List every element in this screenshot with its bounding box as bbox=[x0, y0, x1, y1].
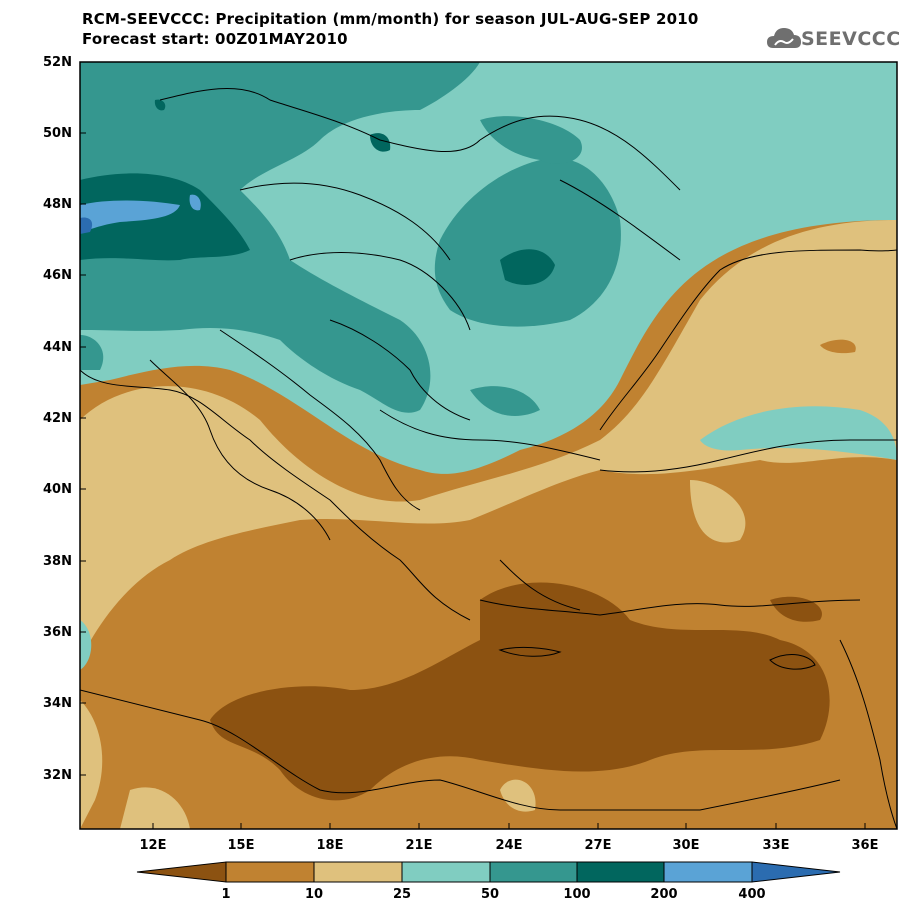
lat-label: 32N bbox=[43, 768, 72, 783]
lon-label: 30E bbox=[672, 838, 700, 853]
map-frame bbox=[79, 61, 898, 830]
lat-label: 42N bbox=[43, 411, 72, 426]
lat-label: 34N bbox=[43, 696, 72, 711]
lat-label: 48N bbox=[43, 197, 72, 212]
cloud-icon bbox=[767, 28, 801, 48]
colorbar-segment bbox=[663, 861, 753, 883]
lon-label: 12E bbox=[139, 838, 167, 853]
colorbar-label: 100 bbox=[563, 887, 591, 902]
lat-label: 38N bbox=[43, 554, 72, 569]
colorbar-label: 200 bbox=[650, 887, 678, 902]
colorbar bbox=[136, 861, 841, 883]
lat-label: 40N bbox=[43, 482, 72, 497]
forecast-start-label: Forecast start: 00Z01MAY2010 bbox=[82, 30, 348, 48]
lon-label: 27E bbox=[584, 838, 612, 853]
coastlines-and-borders bbox=[80, 88, 897, 829]
map-title: RCM-SEEVCCC: Precipitation (mm/month) fo… bbox=[82, 10, 699, 28]
colorbar-segment bbox=[136, 861, 227, 883]
colorbar-label: 400 bbox=[738, 887, 766, 902]
colorbar-segment bbox=[489, 861, 578, 883]
lat-label: 52N bbox=[43, 55, 72, 70]
axis-ticks bbox=[80, 61, 866, 829]
lon-label: 18E bbox=[316, 838, 344, 853]
lon-label: 24E bbox=[495, 838, 523, 853]
colorbar-segment bbox=[313, 861, 403, 883]
lat-label: 46N bbox=[43, 268, 72, 283]
lon-label: 33E bbox=[762, 838, 790, 853]
colorbar-label: 50 bbox=[480, 887, 500, 902]
logo-text: SEEVCCC bbox=[801, 28, 901, 50]
lon-label: 21E bbox=[405, 838, 433, 853]
colorbar-label: 1 bbox=[221, 887, 231, 902]
lon-label: 36E bbox=[851, 838, 879, 853]
colorbar-segment bbox=[751, 861, 841, 883]
colorbar-label: 25 bbox=[392, 887, 412, 902]
precipitation-field bbox=[80, 62, 897, 829]
lon-label: 15E bbox=[227, 838, 255, 853]
lat-label: 50N bbox=[43, 126, 72, 141]
colorbar-segment bbox=[401, 861, 491, 883]
lat-label: 44N bbox=[43, 340, 72, 355]
colorbar-segment bbox=[225, 861, 315, 883]
lat-label: 36N bbox=[43, 625, 72, 640]
colorbar-segment bbox=[576, 861, 665, 883]
colorbar-label: 10 bbox=[304, 887, 324, 902]
seevccc-logo: SEEVCCC bbox=[767, 24, 907, 56]
